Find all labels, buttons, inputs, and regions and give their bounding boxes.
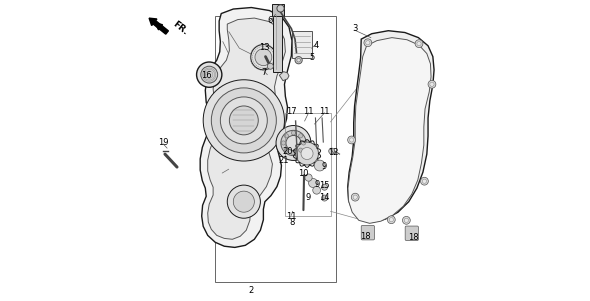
Text: 16: 16 [201, 71, 212, 80]
Text: 7: 7 [261, 68, 267, 77]
Bar [215, 16, 336, 282]
Bar [273, 12, 283, 72]
Bar [286, 113, 330, 216]
Text: 19: 19 [158, 138, 168, 147]
Circle shape [286, 135, 301, 150]
Polygon shape [348, 38, 431, 223]
Text: 15: 15 [319, 181, 330, 190]
Circle shape [353, 195, 358, 199]
Text: 17: 17 [286, 107, 297, 116]
FancyArrow shape [149, 18, 168, 34]
Text: 2: 2 [249, 286, 254, 295]
Circle shape [301, 147, 313, 160]
Circle shape [389, 218, 394, 222]
Text: 21: 21 [278, 156, 289, 165]
Circle shape [201, 66, 218, 83]
Circle shape [276, 126, 311, 160]
Text: 20: 20 [282, 147, 293, 156]
Text: 4: 4 [314, 41, 319, 50]
Circle shape [220, 97, 267, 144]
Circle shape [297, 58, 300, 62]
Circle shape [348, 136, 356, 144]
Circle shape [364, 39, 372, 47]
Circle shape [295, 57, 302, 64]
Circle shape [366, 41, 370, 45]
Circle shape [291, 151, 296, 155]
Text: 11: 11 [303, 107, 314, 116]
Circle shape [299, 148, 303, 152]
Circle shape [402, 216, 410, 224]
Text: 11: 11 [286, 212, 297, 221]
Circle shape [305, 174, 312, 181]
Circle shape [230, 106, 258, 135]
Bar [271, 4, 284, 16]
Text: 5: 5 [309, 53, 314, 62]
Text: 14: 14 [319, 193, 330, 202]
Circle shape [284, 148, 289, 152]
Circle shape [251, 45, 276, 70]
Text: 13: 13 [260, 43, 270, 52]
Text: 10: 10 [298, 169, 309, 178]
Text: 3: 3 [352, 24, 358, 33]
Circle shape [322, 184, 327, 190]
Text: 9: 9 [314, 180, 319, 189]
FancyBboxPatch shape [361, 225, 375, 240]
FancyBboxPatch shape [405, 226, 418, 240]
Circle shape [267, 63, 273, 69]
Polygon shape [279, 72, 289, 81]
Circle shape [313, 186, 320, 194]
Circle shape [284, 134, 289, 138]
Bar [292, 31, 313, 58]
Circle shape [211, 88, 276, 153]
Circle shape [277, 5, 284, 12]
Circle shape [281, 141, 286, 145]
Text: FR.: FR. [171, 20, 189, 37]
Circle shape [417, 42, 421, 46]
Circle shape [227, 185, 260, 218]
Circle shape [301, 141, 306, 145]
Polygon shape [208, 18, 286, 239]
Text: 9: 9 [306, 193, 311, 202]
Text: 12: 12 [328, 147, 339, 157]
Circle shape [196, 62, 222, 87]
Circle shape [296, 142, 319, 165]
Circle shape [233, 191, 254, 212]
Circle shape [422, 179, 427, 183]
Circle shape [299, 134, 303, 138]
Circle shape [415, 40, 423, 48]
Polygon shape [348, 31, 434, 222]
Circle shape [255, 49, 272, 66]
Circle shape [428, 80, 436, 88]
Circle shape [203, 80, 284, 161]
Circle shape [388, 216, 395, 224]
Circle shape [281, 130, 306, 156]
Circle shape [421, 177, 428, 185]
Circle shape [329, 148, 335, 154]
Circle shape [291, 131, 296, 135]
Circle shape [309, 178, 317, 188]
Circle shape [351, 193, 359, 201]
Text: 18: 18 [408, 233, 418, 242]
Text: 18: 18 [360, 232, 371, 241]
Circle shape [404, 218, 408, 222]
Text: 6: 6 [268, 16, 273, 25]
Text: 9: 9 [322, 162, 327, 171]
Circle shape [430, 82, 434, 86]
Circle shape [314, 160, 325, 171]
Text: 8: 8 [289, 218, 294, 227]
Circle shape [349, 138, 353, 142]
Polygon shape [200, 8, 292, 247]
Circle shape [322, 195, 327, 201]
Text: 11: 11 [319, 107, 330, 116]
